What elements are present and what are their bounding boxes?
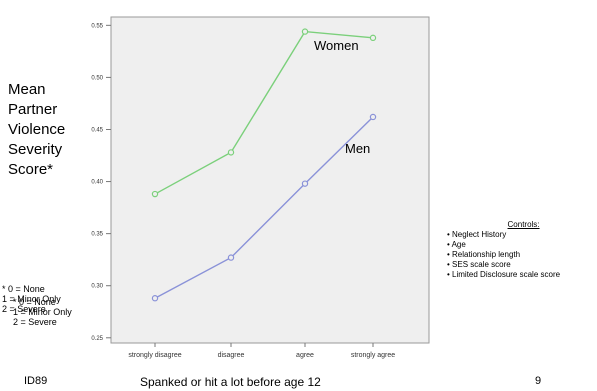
- x-axis: strongly disagree disagree agree strongly a…: [128, 343, 395, 359]
- y-axis-title: Mean Partner Violence Severity Score*: [8, 80, 65, 180]
- data-point-women: [301, 28, 309, 35]
- y-tick-label: 0.50: [91, 75, 103, 81]
- controls-item: • Relationship length: [447, 250, 521, 259]
- series-label-women: Women: [314, 38, 359, 53]
- controls-item: • Age: [447, 240, 466, 249]
- data-point-men: [151, 295, 159, 302]
- y-tick-label: 0.35: [91, 232, 103, 238]
- footnote-line: 1 = Minor Only: [13, 307, 72, 317]
- controls-title: Controls:: [507, 220, 540, 229]
- data-point-women: [227, 149, 235, 156]
- x-tick-label: disagree: [218, 352, 245, 359]
- series-line-men: [154, 116, 374, 299]
- y-tick-label: 0.45: [91, 127, 103, 133]
- y-axis-title-line: Mean: [8, 81, 46, 98]
- y-axis: 0.25 0.30 0.35 0.40 0.45 0.50 0.55: [91, 23, 111, 342]
- page-number: 9: [535, 375, 542, 387]
- y-axis-title-line: Violence: [8, 121, 66, 138]
- series-label-men: Men: [345, 141, 370, 156]
- data-point-women: [369, 34, 377, 42]
- footnote-line: 2 = Severe: [13, 317, 57, 327]
- controls-item: • SES scale score: [447, 260, 511, 269]
- x-axis-title: Spanked or hit a lot before age 12: [140, 375, 321, 389]
- y-tick-label: 0.30: [91, 284, 103, 290]
- series-lines: [151, 28, 377, 302]
- x-tick-label: strongly agree: [351, 352, 395, 359]
- series-labels: Women Men: [314, 38, 370, 156]
- controls-item: • Limited Disclosure scale score: [447, 270, 561, 279]
- y-tick-label: 0.25: [91, 336, 103, 342]
- footnote-line: * 0 = None: [13, 297, 56, 307]
- slide-id: ID89: [24, 375, 48, 387]
- x-tick-label: strongly disagree: [128, 352, 181, 359]
- footnote-line: * 0 = None: [2, 284, 45, 294]
- y-axis-title-line: Partner: [8, 101, 58, 118]
- y-axis-title-line: Score*: [8, 161, 54, 178]
- data-point-men: [227, 254, 235, 261]
- score-footnote-overlap: * 0 = None 1 = Minor Only 2 = Severe: [13, 297, 72, 327]
- data-point-women: [151, 190, 159, 198]
- footnote-line: 2 = Severe: [2, 304, 46, 314]
- controls-item: • Neglect History: [447, 230, 507, 239]
- score-footnote: * 0 = None 1 = Minor Only 2 = Severe: [2, 284, 61, 314]
- data-point-men: [301, 180, 309, 187]
- y-axis-title-line: Severity: [8, 141, 63, 158]
- controls-box: Controls: • Neglect History • Age • Rela…: [447, 220, 560, 280]
- footnote-line: 1 = Minor Only: [2, 294, 61, 304]
- series-line-women: [154, 30, 374, 195]
- x-tick-label: agree: [296, 352, 314, 359]
- y-tick-label: 0.40: [91, 180, 103, 186]
- data-point-men: [369, 113, 377, 121]
- plot-area: [110, 16, 430, 344]
- y-tick-label: 0.55: [91, 23, 103, 29]
